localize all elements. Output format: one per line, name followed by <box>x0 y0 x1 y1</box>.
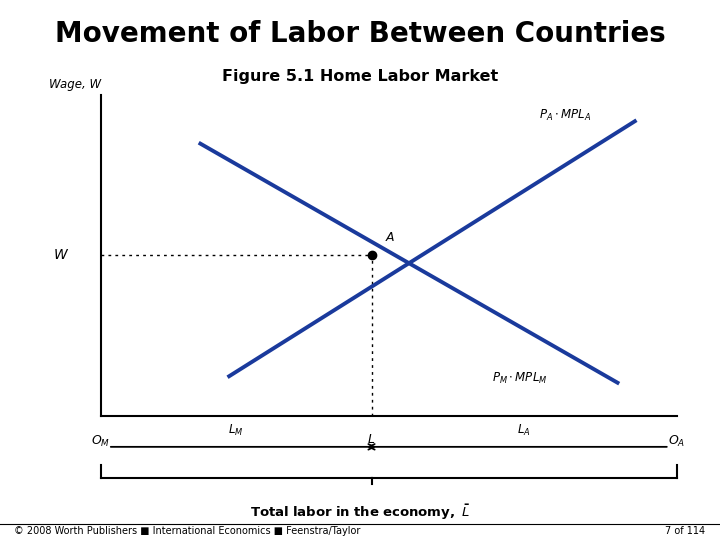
Text: Figure 5.1 Home Labor Market: Figure 5.1 Home Labor Market <box>222 69 498 84</box>
Text: $L$: $L$ <box>367 434 376 447</box>
Text: $O_A$: $O_A$ <box>668 434 685 449</box>
Text: Movement of Labor Between Countries: Movement of Labor Between Countries <box>55 20 665 48</box>
Text: 7 of 114: 7 of 114 <box>665 526 706 536</box>
Text: © 2008 Worth Publishers ■ International Economics ■ Feenstra/Taylor: © 2008 Worth Publishers ■ International … <box>14 526 361 536</box>
Text: $P_A \cdot MPL_A$: $P_A \cdot MPL_A$ <box>539 109 591 124</box>
Text: $L_A$: $L_A$ <box>518 423 531 438</box>
Text: $W$: $W$ <box>53 248 69 262</box>
Text: $L_M$: $L_M$ <box>228 423 244 438</box>
Text: $O_M$: $O_M$ <box>91 434 110 449</box>
Text: A: A <box>386 231 395 244</box>
Text: $P_M \cdot MPL_M$: $P_M \cdot MPL_M$ <box>492 371 548 386</box>
Text: $\bf{Total\ labor\ in\ the\ economy,}\ \bar{\it{L}}$: $\bf{Total\ labor\ in\ the\ economy,}\ \… <box>250 503 470 522</box>
Text: Wage, W: Wage, W <box>49 78 101 91</box>
